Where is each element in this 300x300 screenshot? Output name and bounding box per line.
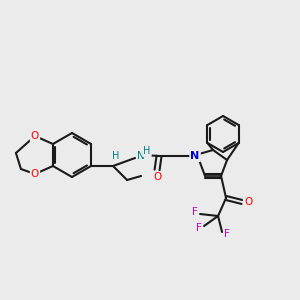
- Text: F: F: [192, 207, 198, 217]
- Text: O: O: [31, 131, 39, 141]
- Text: H: H: [112, 151, 120, 161]
- Text: O: O: [153, 172, 161, 182]
- Text: F: F: [196, 223, 202, 233]
- Text: F: F: [224, 229, 230, 239]
- Text: O: O: [244, 197, 252, 207]
- Text: N: N: [190, 151, 200, 161]
- Text: O: O: [31, 169, 39, 179]
- Text: N: N: [137, 151, 145, 161]
- Text: H: H: [143, 146, 151, 156]
